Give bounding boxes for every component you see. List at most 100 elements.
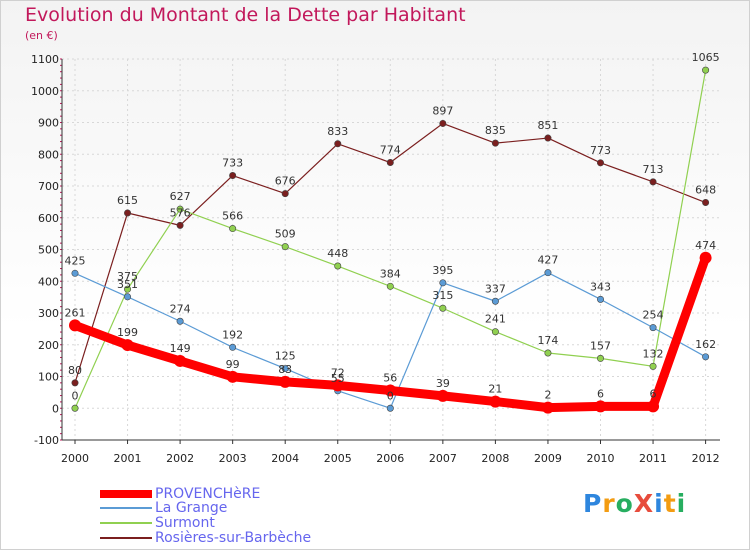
- y-tick-label: 300: [38, 307, 59, 320]
- data-label: 125: [275, 350, 296, 363]
- data-label: 509: [275, 228, 296, 241]
- data-label: 375: [117, 270, 138, 283]
- data-label: 448: [327, 247, 348, 260]
- data-point: [384, 384, 397, 397]
- data-label: 55: [331, 372, 345, 385]
- data-label: 261: [65, 306, 86, 319]
- y-tick-label: -100: [34, 434, 59, 447]
- y-tick-label: 600: [38, 212, 59, 225]
- data-label: 6: [650, 387, 657, 400]
- data-label: 474: [695, 239, 716, 252]
- data-label: 337: [485, 282, 506, 295]
- x-tick-label: 2003: [219, 452, 247, 465]
- data-point: [69, 319, 81, 332]
- data-point: [647, 400, 660, 413]
- x-tick-label: 2008: [481, 452, 509, 465]
- data-label: 132: [643, 347, 664, 360]
- data-label: 897: [432, 104, 453, 117]
- data-point: [596, 159, 604, 167]
- chart-subtitle: (en €): [25, 29, 58, 42]
- data-label: 351: [117, 278, 138, 291]
- data-point: [174, 354, 187, 367]
- legend-label: Surmont: [155, 515, 215, 531]
- data-label: 851: [537, 119, 558, 132]
- data-label: 162: [695, 338, 716, 351]
- data-label: 0: [72, 389, 79, 402]
- data-point: [124, 209, 132, 217]
- data-point: [176, 317, 184, 325]
- data-label: 615: [117, 194, 138, 207]
- legend-swatch: [100, 537, 152, 539]
- data-point: [439, 279, 447, 287]
- data-label: 773: [590, 144, 611, 157]
- data-point: [229, 172, 237, 180]
- x-tick-label: 2006: [376, 452, 404, 465]
- x-tick-label: 2012: [692, 452, 720, 465]
- data-point: [176, 205, 184, 213]
- data-point: [386, 159, 394, 167]
- legend-swatch: [100, 490, 152, 498]
- data-point: [226, 370, 239, 383]
- data-label: 157: [590, 339, 611, 352]
- data-point: [544, 134, 552, 142]
- y-tick-label: 900: [38, 117, 59, 130]
- data-label: 576: [170, 206, 191, 219]
- x-tick-label: 2000: [61, 452, 89, 465]
- y-tick-label: 1100: [31, 53, 59, 66]
- data-label: 80: [68, 364, 82, 377]
- x-tick-label: 2005: [324, 452, 352, 465]
- x-tick-label: 2001: [114, 452, 142, 465]
- legend-item-surmont: Surmont: [100, 515, 400, 531]
- y-tick-label: 1000: [31, 85, 59, 98]
- data-point: [176, 221, 184, 229]
- y-tick-label: 0: [52, 402, 59, 415]
- chart-title: Evolution du Montant de la Dette par Hab…: [25, 4, 466, 26]
- legend-item-rosieres: Rosières-sur-Barbèche: [100, 530, 400, 546]
- data-point: [594, 400, 607, 413]
- data-label: 774: [380, 144, 401, 157]
- data-point: [121, 339, 134, 352]
- data-point: [489, 395, 502, 408]
- data-point: [281, 190, 289, 198]
- data-label: 254: [643, 309, 664, 322]
- data-point: [334, 140, 342, 148]
- data-point: [699, 251, 712, 264]
- data-point: [544, 269, 552, 277]
- legend-label: La Grange: [155, 500, 228, 516]
- data-point: [541, 401, 554, 414]
- data-point: [124, 285, 132, 293]
- data-label: 99: [226, 358, 240, 371]
- data-point: [386, 282, 394, 290]
- data-label: 343: [590, 280, 611, 293]
- data-point: [702, 66, 710, 74]
- data-label: 627: [170, 190, 191, 203]
- legend-swatch: [100, 522, 152, 524]
- legend-item-la-grange: La Grange: [100, 500, 400, 516]
- data-label: 274: [170, 302, 191, 315]
- data-label: 21: [488, 383, 502, 396]
- legend-swatch: [100, 507, 152, 509]
- data-label: 6: [597, 387, 604, 400]
- data-label: 384: [380, 267, 401, 280]
- data-label: 833: [327, 125, 348, 138]
- data-point: [229, 225, 237, 233]
- x-tick-label: 2007: [429, 452, 457, 465]
- data-label: 425: [65, 254, 86, 267]
- data-point: [124, 293, 132, 301]
- data-point: [279, 375, 292, 388]
- data-label: 395: [432, 264, 453, 277]
- data-label: 192: [222, 328, 243, 341]
- data-point: [229, 343, 237, 351]
- y-tick-label: 800: [38, 148, 59, 161]
- y-tick-label: 200: [38, 339, 59, 352]
- data-label: 733: [222, 157, 243, 170]
- data-label: 199: [117, 326, 138, 339]
- legend-item-provenchere: PROVENCHèRE: [100, 486, 400, 502]
- data-label: 713: [643, 163, 664, 176]
- data-point: [331, 379, 344, 392]
- y-tick-label: 700: [38, 180, 59, 193]
- data-point: [281, 243, 289, 251]
- x-tick-label: 2009: [534, 452, 562, 465]
- data-label: 56: [383, 371, 397, 384]
